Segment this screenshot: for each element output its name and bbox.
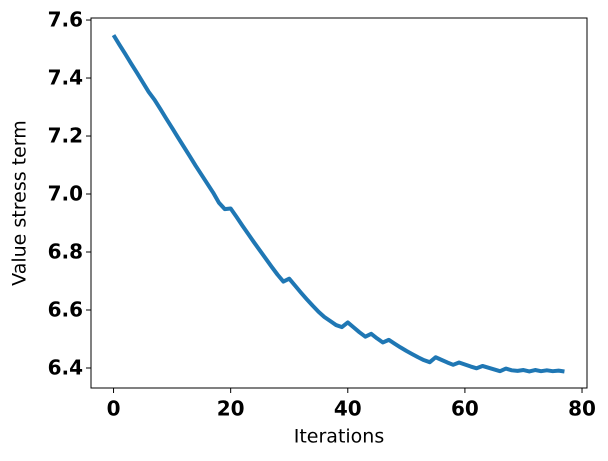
y-tick-label: 7.6 [48,8,83,32]
y-tick-label: 7.4 [48,66,83,90]
x-tick-label: 40 [334,397,362,421]
y-tick-label: 6.6 [48,297,83,321]
x-tick-label: 20 [217,397,245,421]
x-axis-label: Iterations [294,426,385,448]
y-tick-label: 7.0 [48,182,83,206]
y-tick-label: 6.4 [48,355,83,379]
x-tick-label: 0 [107,397,121,421]
x-tick-label: 60 [451,397,479,421]
x-tick-label: 80 [568,397,596,421]
data-line [111,34,565,374]
y-tick-label: 6.8 [48,240,83,264]
plot-frame [90,17,588,389]
y-axis-label: Value stress term [9,120,31,286]
y-tick-label: 7.2 [48,124,83,148]
